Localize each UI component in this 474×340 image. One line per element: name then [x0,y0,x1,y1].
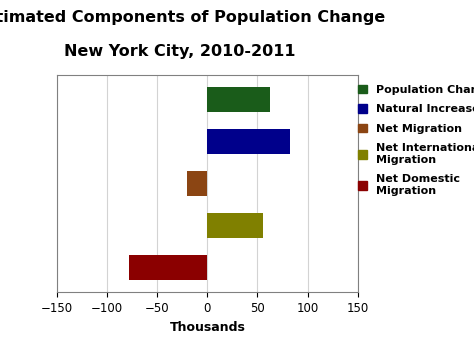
Text: Estimated Components of Population Change: Estimated Components of Population Chang… [0,10,385,25]
Text: New York City, 2010-2011: New York City, 2010-2011 [64,44,296,59]
Bar [187,171,207,196]
X-axis label: Thousands: Thousands [169,321,245,334]
Bar [129,255,207,280]
Bar [207,129,290,154]
Bar [207,87,270,113]
Bar [207,213,263,238]
Legend: Population Change, Natural Increase, Net Migration, Net International
Migration,: Population Change, Natural Increase, Net… [358,85,474,196]
